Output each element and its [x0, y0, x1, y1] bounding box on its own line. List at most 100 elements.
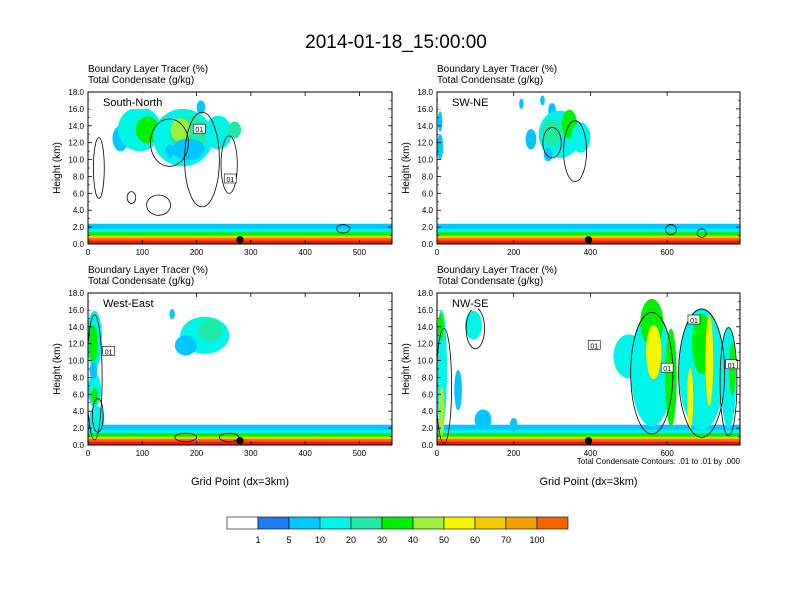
tracer-blob [169, 309, 175, 320]
contour-label-box [725, 359, 738, 370]
tracer-blob [174, 335, 197, 356]
x-tick-label: 100 [136, 248, 150, 257]
y-tick-label: 10.0 [68, 156, 84, 165]
panel-label-box [89, 93, 168, 109]
tracer-blob [91, 387, 98, 405]
plot-area: 01 [88, 293, 392, 445]
panel-title-west-east: Boundary Layer Tracer (%) Total Condensa… [88, 265, 208, 287]
colorbar-swatch [474, 516, 507, 530]
y-tick-label: 12.0 [68, 340, 84, 349]
contour-label: 01 [105, 349, 113, 356]
contour-label-box [223, 173, 237, 184]
y-tick-label: 12.0 [417, 340, 433, 349]
tracer-blob [509, 417, 518, 432]
colorbar-swatch [226, 516, 259, 530]
tracer-blob [172, 138, 205, 161]
colorbar-label: 60 [470, 535, 480, 545]
tracer-blob [89, 325, 98, 363]
plot-area: 01 01 01 01 [437, 293, 740, 445]
tracer-blob [196, 100, 206, 114]
tracer-blob [170, 118, 191, 142]
tracer-blob [165, 144, 174, 158]
tracer-blob [525, 129, 537, 150]
x-tick-label: 0 [86, 248, 91, 257]
x-tick-label: 300 [244, 449, 258, 458]
colorbar-swatch [350, 516, 383, 530]
panel-title-line-1: Boundary Layer Tracer (%) [437, 64, 558, 75]
contour-label-box [587, 340, 601, 350]
panel-label-box [89, 294, 155, 310]
contour-label: 01 [195, 127, 203, 134]
colorbar-label: 30 [377, 535, 387, 545]
x-tick-label: 200 [507, 248, 521, 257]
panel-label: South-North [103, 97, 162, 109]
panel-title-line-1: Boundary Layer Tracer (%) [88, 64, 209, 75]
location-marker [236, 437, 244, 445]
condensate-contour [665, 224, 677, 236]
colorbar-label: 70 [501, 535, 511, 545]
y-tick-label: 10.0 [68, 357, 84, 366]
y-tick-label: 12.0 [417, 139, 433, 148]
condensate-contour [146, 194, 171, 216]
condensate-contour [336, 224, 351, 234]
plot-area: 01 01 [88, 92, 392, 244]
tracer-blob [646, 325, 662, 380]
panel-nw-se: 01 01 01 01 0.0 2.0 4.0 6.0 8.0 10.0 12.0 14.0 16.0 1… [401, 289, 741, 488]
contour-label-box [102, 345, 115, 356]
tracer-blob [89, 362, 98, 380]
x-axis-label: Grid Point (dx=3km) [191, 476, 289, 488]
y-tick-label: 4.0 [422, 206, 434, 215]
x-tick-label: 400 [584, 248, 598, 257]
location-marker [584, 236, 593, 244]
x-tick-label: 0 [86, 449, 91, 458]
contour-label-box [192, 123, 206, 134]
tracer-blob [705, 314, 714, 407]
x-tick-label: 200 [190, 248, 204, 257]
panel-title-line-1: Boundary Layer Tracer (%) [88, 265, 209, 276]
tracer-blob [198, 319, 223, 342]
tracer-blob [687, 368, 694, 429]
tracer-blob [228, 121, 242, 139]
tracer-blob [464, 310, 482, 340]
contour-label: 01 [663, 366, 671, 373]
colorbar-label: 40 [408, 535, 418, 545]
figure-title: 2014-01-18_15:00:00 [305, 32, 487, 53]
y-tick-label: 0.0 [73, 441, 85, 450]
condensate-contour [150, 118, 189, 167]
y-tick-label: 2.0 [422, 424, 434, 433]
y-tick-label: 2.0 [422, 223, 434, 232]
panel-south-north: 01 01 0.0 2.0 4.0 6.0 8.0 10.0 12.0 14.0 16.0 18.0 0… [52, 88, 393, 257]
y-tick-label: 6.0 [73, 390, 85, 399]
condensate-contour [542, 127, 562, 159]
y-tick-label: 16.0 [68, 105, 84, 114]
y-tick-label: 14.0 [417, 122, 433, 131]
y-tick-label: 0.0 [73, 240, 85, 249]
y-tick-label: 4.0 [73, 206, 85, 215]
y-tick-label: 14.0 [68, 122, 84, 131]
tracer-blob [543, 147, 553, 162]
location-marker [584, 437, 593, 445]
x-tick-label: 200 [507, 449, 521, 458]
y-axis-label: Height (km) [401, 142, 412, 194]
location-marker [236, 236, 244, 244]
x-tick-label: 400 [298, 449, 312, 458]
contour-label: 01 [226, 177, 234, 184]
panel-sw-ne: 0.0 2.0 4.0 6.0 8.0 10.0 12.0 14.0 16.0 18.0 0 200 4… [401, 88, 741, 257]
panel-title-line-2: Total Condensate (g/kg) [437, 276, 544, 287]
panel-title-line-2: Total Condensate (g/kg) [437, 75, 544, 86]
y-tick-label: 8.0 [422, 373, 434, 382]
contour-label: 01 [590, 343, 598, 350]
colorbar-swatch [412, 516, 445, 530]
plot-area [437, 92, 740, 244]
y-tick-label: 0.0 [422, 441, 434, 450]
contour-label: 01 [728, 363, 736, 370]
condensate-contour [220, 135, 238, 194]
tracer-blob [519, 98, 524, 109]
panel-title-line-2: Total Condensate (g/kg) [88, 75, 195, 86]
condensate-contour [437, 328, 452, 444]
condensate-contour [630, 312, 674, 435]
colorbar-swatch [288, 516, 321, 530]
y-tick-label: 4.0 [73, 407, 85, 416]
condensate-contour [91, 398, 104, 433]
